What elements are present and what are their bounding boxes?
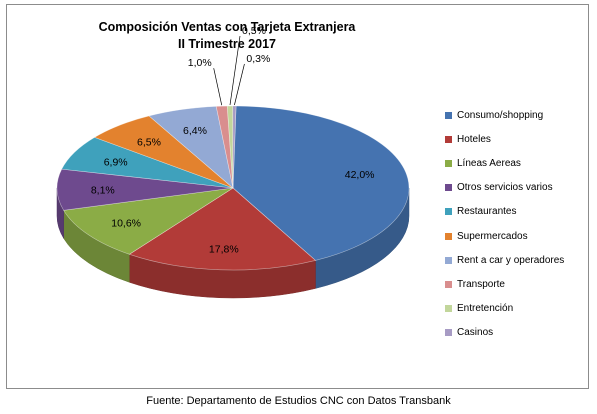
- data-label-3: 10,6%: [111, 218, 141, 230]
- legend-item-5: Restaurantes: [445, 200, 564, 224]
- data-label-4: 8,1%: [91, 184, 115, 196]
- legend-item-1: Consumo/shopping: [445, 103, 564, 127]
- legend-swatch-2: [445, 135, 452, 143]
- legend-item-3: Líneas Aereas: [445, 151, 564, 175]
- legend-swatch-6: [445, 232, 452, 240]
- legend-swatch-4: [445, 184, 452, 192]
- legend-label-2: Hoteles: [457, 133, 491, 145]
- pie-slice-4: [56, 168, 234, 211]
- legend-item-8: Transporte: [445, 272, 564, 296]
- chart-frame: Composición Ventas con Tarjeta Extranjer…: [6, 4, 589, 389]
- data-label-7: 6,4%: [183, 125, 207, 137]
- legend-swatch-9: [445, 305, 452, 313]
- legend-swatch-8: [445, 280, 452, 288]
- legend-item-10: Casinos: [445, 321, 564, 345]
- legend-label-7: Rent a car y operadores: [457, 254, 565, 266]
- legend-label-1: Consumo/shopping: [457, 109, 544, 121]
- pie-slice-1: [232, 105, 410, 261]
- data-label-8: 1,0%: [188, 57, 212, 69]
- legend-item-4: Otros servicios varios: [445, 176, 564, 200]
- data-label-1: 42,0%: [345, 169, 375, 181]
- legend-label-5: Restaurantes: [457, 206, 517, 218]
- chart-title: Composición Ventas con Tarjeta Extranjer…: [7, 19, 447, 53]
- legend-swatch-5: [445, 208, 452, 216]
- pie-slice-3: [63, 187, 234, 255]
- legend-label-8: Transporte: [457, 278, 505, 290]
- legend-swatch-1: [445, 111, 452, 119]
- data-label-2: 17,8%: [209, 244, 239, 256]
- data-label-6: 6,5%: [137, 137, 161, 149]
- leader-line-10: [234, 63, 245, 106]
- pie-slice-10: [232, 105, 237, 189]
- leader-line-9: [229, 35, 241, 106]
- leader-line-8: [213, 68, 223, 106]
- legend-swatch-10: [445, 329, 452, 337]
- chart-title-line-2: II Trimestre 2017: [178, 37, 276, 51]
- legend-label-3: Líneas Aereas: [457, 157, 521, 169]
- legend-item-9: Entretención: [445, 297, 564, 321]
- data-label-5: 6,9%: [104, 157, 128, 169]
- pie-slice-2: [128, 187, 317, 271]
- legend-label-10: Casinos: [457, 327, 494, 339]
- legend-item-2: Hoteles: [445, 127, 564, 151]
- legend-label-9: Entretención: [457, 303, 514, 315]
- source-note: Fuente: Departamento de Estudios CNC con…: [146, 395, 451, 407]
- legend-label-4: Otros servicios varios: [457, 182, 553, 194]
- legend-swatch-3: [445, 159, 452, 167]
- legend-swatch-7: [445, 256, 452, 264]
- legend-item-7: Rent a car y operadores: [445, 248, 564, 272]
- legend-label-6: Supermercados: [457, 230, 528, 242]
- pie-chart: 42,0% 17,8% 10,6% 8,1% 6,9% 6,5% 6,4% 1,0% 0,5% 0…: [56, 25, 410, 299]
- data-label-9: 0,5%: [242, 25, 266, 37]
- chart-title-line-1: Composición Ventas con Tarjeta Extranjer…: [98, 20, 356, 34]
- data-label-10: 0,3%: [246, 53, 270, 65]
- chart-legend: Consumo/shopping Hoteles Líneas Aereas Otro…: [445, 103, 564, 345]
- legend-item-6: Supermercados: [445, 224, 564, 248]
